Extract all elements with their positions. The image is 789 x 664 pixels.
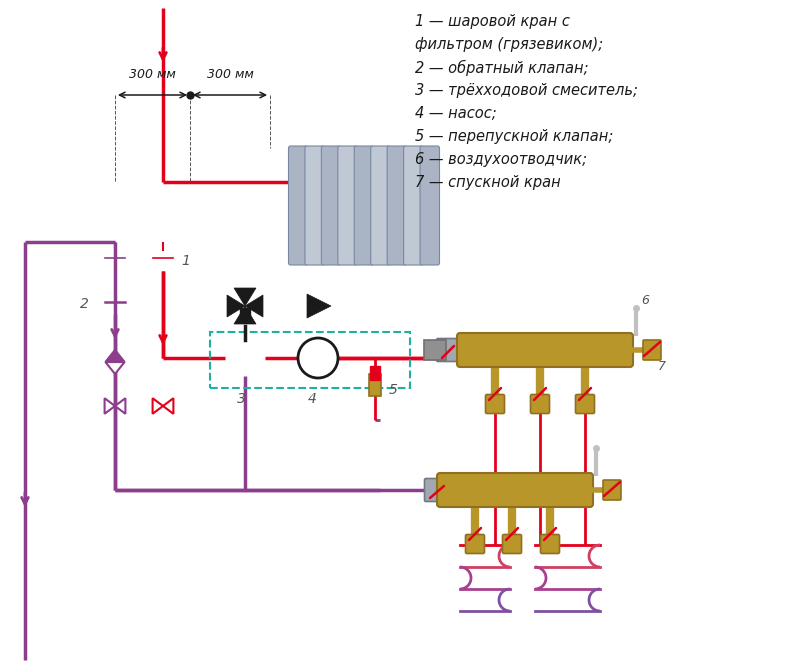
FancyBboxPatch shape [485, 394, 504, 414]
Bar [424, 340, 446, 360]
Text: 6: 6 [641, 294, 649, 307]
FancyBboxPatch shape [575, 394, 594, 414]
FancyBboxPatch shape [371, 146, 391, 265]
Text: 7 — спускной кран: 7 — спускной кран [415, 175, 561, 190]
Polygon shape [152, 398, 163, 414]
Text: 7: 7 [658, 360, 666, 373]
FancyBboxPatch shape [437, 473, 593, 507]
Polygon shape [163, 398, 174, 414]
Text: 2: 2 [80, 297, 89, 311]
Polygon shape [106, 362, 125, 374]
Text: 3 — трёхходовой смеситель;: 3 — трёхходовой смеситель; [415, 83, 638, 98]
Polygon shape [227, 295, 245, 317]
FancyBboxPatch shape [603, 480, 621, 500]
Text: фильтром (грязевиком);: фильтром (грязевиком); [415, 37, 603, 52]
Text: 5 — перепускной клапан;: 5 — перепускной клапан; [415, 129, 613, 144]
FancyBboxPatch shape [466, 535, 484, 554]
FancyBboxPatch shape [404, 146, 423, 265]
Bar [370, 366, 380, 380]
FancyBboxPatch shape [289, 146, 308, 265]
FancyBboxPatch shape [457, 333, 633, 367]
Text: 6 — воздухоотводчик;: 6 — воздухоотводчик; [415, 152, 587, 167]
Text: 2 — обратный клапан;: 2 — обратный клапан; [415, 60, 589, 76]
FancyBboxPatch shape [424, 479, 447, 501]
Bar [240, 308, 250, 317]
Polygon shape [106, 350, 125, 362]
Polygon shape [307, 294, 331, 318]
FancyBboxPatch shape [530, 394, 549, 414]
FancyBboxPatch shape [305, 146, 324, 265]
Text: 5: 5 [389, 383, 398, 397]
Polygon shape [234, 288, 256, 306]
FancyBboxPatch shape [540, 535, 559, 554]
Polygon shape [105, 398, 115, 414]
Bar [369, 374, 381, 396]
FancyBboxPatch shape [321, 146, 341, 265]
Bar [210, 332, 410, 388]
Circle shape [298, 338, 338, 378]
Text: 300 мм: 300 мм [207, 68, 253, 81]
FancyBboxPatch shape [354, 146, 374, 265]
FancyBboxPatch shape [503, 535, 522, 554]
FancyBboxPatch shape [643, 340, 661, 360]
Text: 1 — шаровой кран с: 1 — шаровой кран с [415, 14, 570, 29]
FancyBboxPatch shape [436, 339, 458, 361]
FancyBboxPatch shape [420, 146, 439, 265]
Polygon shape [115, 398, 125, 414]
Text: 4 — насос;: 4 — насос; [415, 106, 496, 121]
Text: 3: 3 [237, 392, 246, 406]
Text: 300 мм: 300 мм [129, 68, 175, 81]
Text: 4: 4 [308, 392, 317, 406]
Text: 1: 1 [181, 254, 190, 268]
Polygon shape [234, 306, 256, 324]
FancyBboxPatch shape [338, 146, 357, 265]
Polygon shape [245, 295, 263, 317]
FancyBboxPatch shape [387, 146, 406, 265]
